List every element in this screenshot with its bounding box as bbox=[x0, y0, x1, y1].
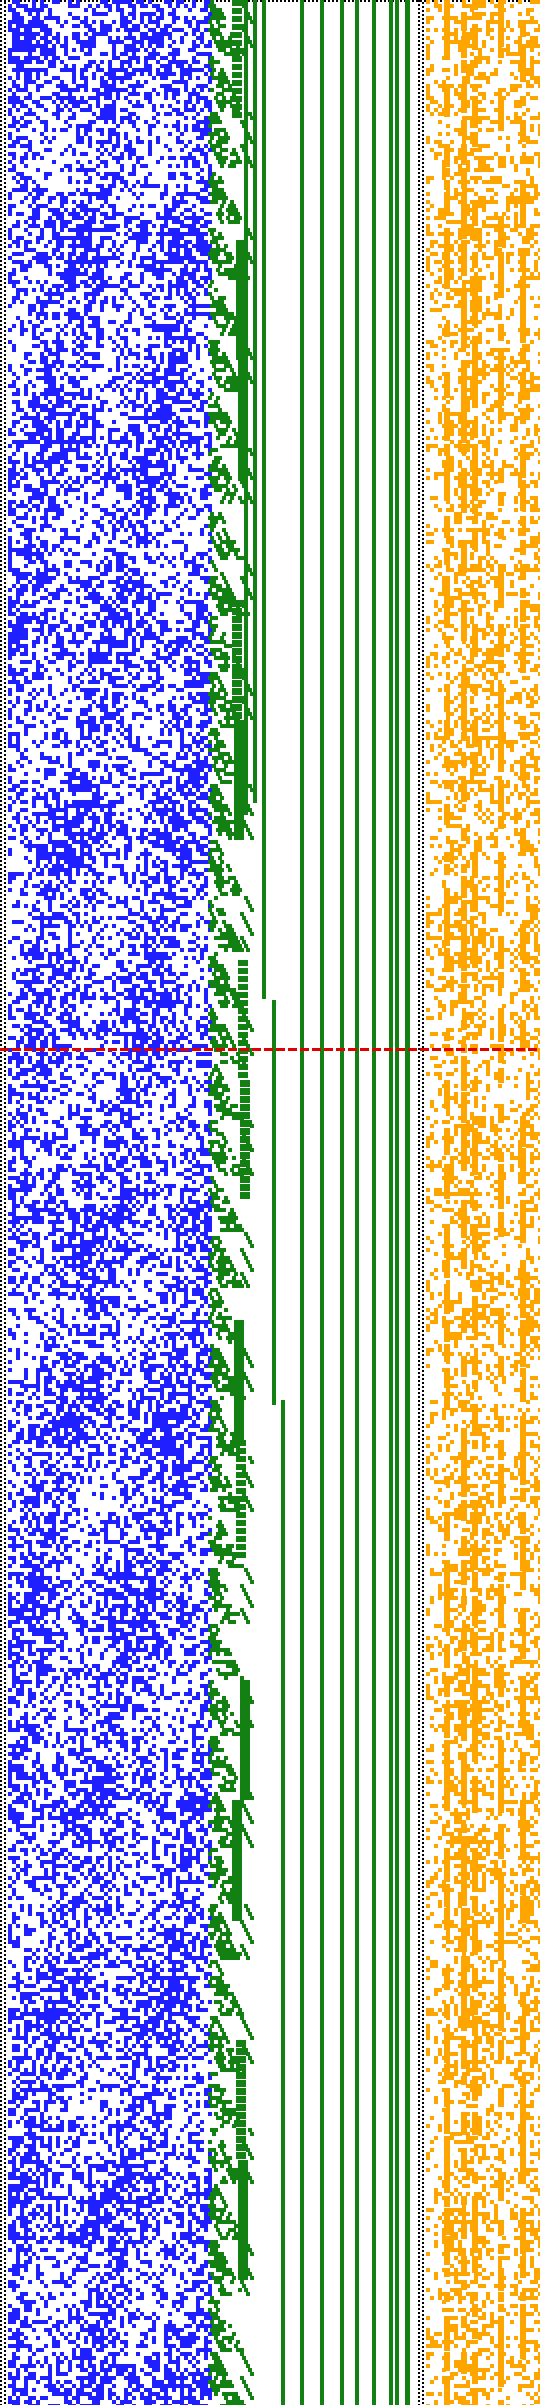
pattern-visualization bbox=[0, 0, 540, 2405]
pattern-canvas bbox=[0, 0, 540, 2405]
